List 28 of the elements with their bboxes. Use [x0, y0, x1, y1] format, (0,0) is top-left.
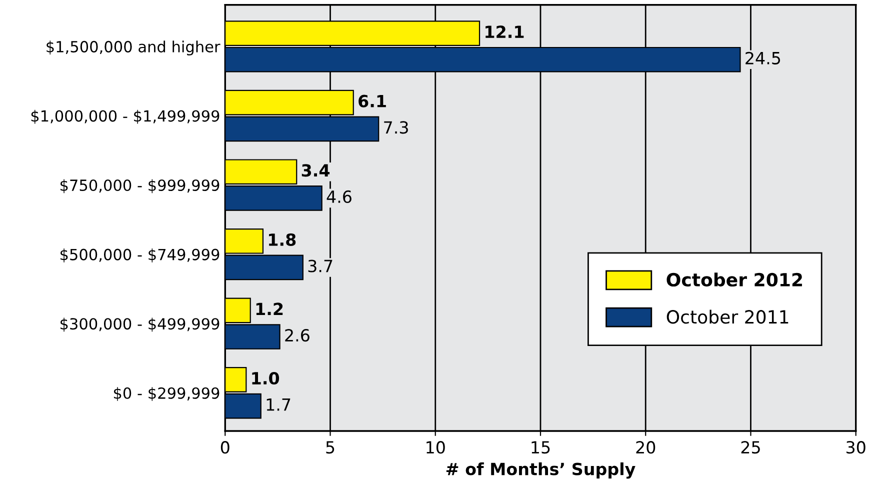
data-label: 12.1	[486, 26, 524, 38]
data-label: 1.7	[266, 398, 290, 411]
x-tick-label: 25	[741, 441, 760, 454]
data-label: 2.6	[285, 328, 310, 342]
data-label: 4.6	[326, 190, 352, 204]
y-tick-label: $0 - $299,999	[114, 387, 220, 401]
data-label: 1.8	[269, 233, 296, 246]
y-tick-label: $500,000 - $749,999	[60, 248, 220, 262]
x-tick-label: 0	[220, 441, 230, 454]
data-label: 1.0	[252, 372, 280, 385]
legend-label: October 2011	[666, 310, 788, 324]
x-tick-label: 5	[326, 441, 334, 454]
data-label: 3.7	[308, 260, 332, 272]
y-tick-label: $1,000,000 - $1,499,999	[31, 110, 220, 124]
x-tick-label: 10	[426, 441, 445, 454]
x-axis-title: # of Months’ Supply	[446, 462, 636, 479]
x-tick-label: 20	[636, 441, 656, 454]
data-label: 7.3	[384, 121, 408, 134]
legend-label: October 2012	[666, 272, 802, 287]
data-label: 6.1	[358, 94, 386, 108]
data-label: 1.2	[256, 302, 283, 316]
x-tick-label: 30	[846, 441, 866, 454]
data-label: 3.4	[302, 164, 330, 177]
data-label: 24.5	[746, 52, 780, 64]
x-tick-label: 15	[532, 441, 550, 454]
y-tick-label: $300,000 - $499,999	[60, 318, 220, 332]
y-tick-label: $1,500,000 and higher	[46, 40, 220, 56]
y-tick-label: $750,000 - $999,999	[60, 179, 220, 194]
